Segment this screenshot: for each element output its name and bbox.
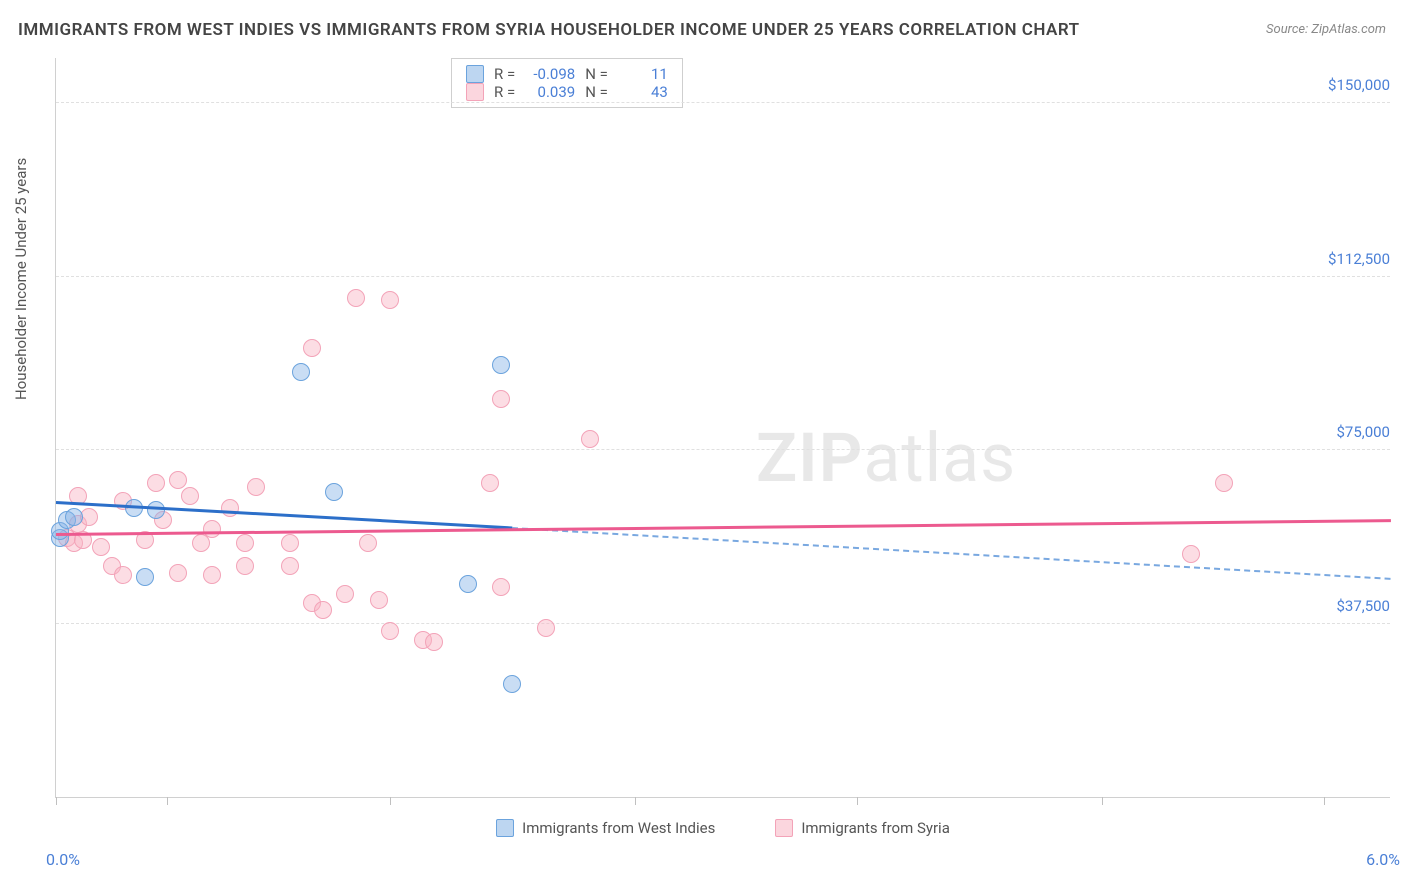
data-point xyxy=(236,534,254,552)
stats-row: R = 0.039 N = 43 xyxy=(466,83,668,101)
y-axis-label: Householder Income Under 25 years xyxy=(12,158,30,400)
data-point xyxy=(203,520,221,538)
swatch-blue-icon xyxy=(466,65,484,83)
data-point xyxy=(325,483,343,501)
regression-line xyxy=(56,501,512,529)
data-point xyxy=(492,390,510,408)
legend-label: Immigrants from Syria xyxy=(801,819,950,837)
chart-container: IMMIGRANTS FROM WEST INDIES VS IMMIGRANT… xyxy=(0,0,1406,892)
legend-item: Immigrants from Syria xyxy=(775,819,950,837)
x-tick xyxy=(167,797,168,805)
data-point xyxy=(92,538,110,556)
r-value: -0.098 xyxy=(523,65,575,83)
watermark: ZIPatlas xyxy=(756,418,1016,498)
data-point xyxy=(492,356,510,374)
gridline xyxy=(56,449,1390,450)
data-point xyxy=(370,591,388,609)
data-point xyxy=(537,619,555,637)
r-label: R = xyxy=(494,83,515,101)
data-point xyxy=(303,339,321,357)
data-point xyxy=(281,557,299,575)
data-point xyxy=(1182,545,1200,563)
data-point xyxy=(236,557,254,575)
data-point xyxy=(459,575,477,593)
data-point xyxy=(314,601,332,619)
x-tick xyxy=(857,797,858,805)
data-point xyxy=(247,478,265,496)
regression-line xyxy=(56,519,1391,535)
chart-title: IMMIGRANTS FROM WEST INDIES VS IMMIGRANT… xyxy=(18,20,1080,40)
n-label: N = xyxy=(585,83,608,101)
data-point xyxy=(292,363,310,381)
legend-label: Immigrants from West Indies xyxy=(522,819,715,837)
x-tick xyxy=(1324,797,1325,805)
x-tick xyxy=(56,797,57,805)
data-point xyxy=(359,534,377,552)
x-tick xyxy=(635,797,636,805)
data-point xyxy=(1215,474,1233,492)
n-value: 11 xyxy=(616,65,668,83)
data-point xyxy=(281,534,299,552)
x-tick-max: 6.0% xyxy=(1366,850,1400,869)
data-point xyxy=(65,508,83,526)
gridline xyxy=(56,623,1390,624)
data-point xyxy=(169,471,187,489)
swatch-pink-icon xyxy=(466,83,484,101)
data-point xyxy=(381,291,399,309)
data-point xyxy=(181,487,199,505)
data-point xyxy=(381,622,399,640)
data-point xyxy=(503,675,521,693)
gridline xyxy=(56,276,1390,277)
data-point xyxy=(147,474,165,492)
gridline xyxy=(56,102,1390,103)
data-point xyxy=(336,585,354,603)
x-tick xyxy=(390,797,391,805)
y-tick-label: $112,500 xyxy=(1326,250,1392,268)
swatch-blue-icon xyxy=(496,819,514,837)
data-point xyxy=(481,474,499,492)
y-tick-label: $75,000 xyxy=(1334,423,1392,441)
data-point xyxy=(80,508,98,526)
y-tick-label: $150,000 xyxy=(1326,76,1392,94)
n-value: 43 xyxy=(616,83,668,101)
data-point xyxy=(203,566,221,584)
data-point xyxy=(425,633,443,651)
stats-row: R = -0.098 N = 11 xyxy=(466,65,668,83)
x-tick xyxy=(1102,797,1103,805)
y-tick-label: $37,500 xyxy=(1334,597,1392,615)
plot-area: ZIPatlas R = -0.098 N = 11 R = 0.039 N =… xyxy=(55,58,1390,798)
r-label: R = xyxy=(494,65,515,83)
data-point xyxy=(136,568,154,586)
source-label: Source: ZipAtlas.com xyxy=(1266,22,1386,37)
legend-item: Immigrants from West Indies xyxy=(496,819,715,837)
n-label: N = xyxy=(585,65,608,83)
data-point xyxy=(492,578,510,596)
swatch-pink-icon xyxy=(775,819,793,837)
series-legend: Immigrants from West Indies Immigrants f… xyxy=(56,819,1390,837)
data-point xyxy=(114,566,132,584)
regression-line xyxy=(512,527,1391,580)
stats-legend: R = -0.098 N = 11 R = 0.039 N = 43 xyxy=(451,58,683,108)
data-point xyxy=(221,499,239,517)
data-point xyxy=(581,430,599,448)
data-point xyxy=(147,501,165,519)
data-point xyxy=(347,289,365,307)
data-point xyxy=(169,564,187,582)
x-tick-min: 0.0% xyxy=(46,850,80,869)
r-value: 0.039 xyxy=(523,83,575,101)
